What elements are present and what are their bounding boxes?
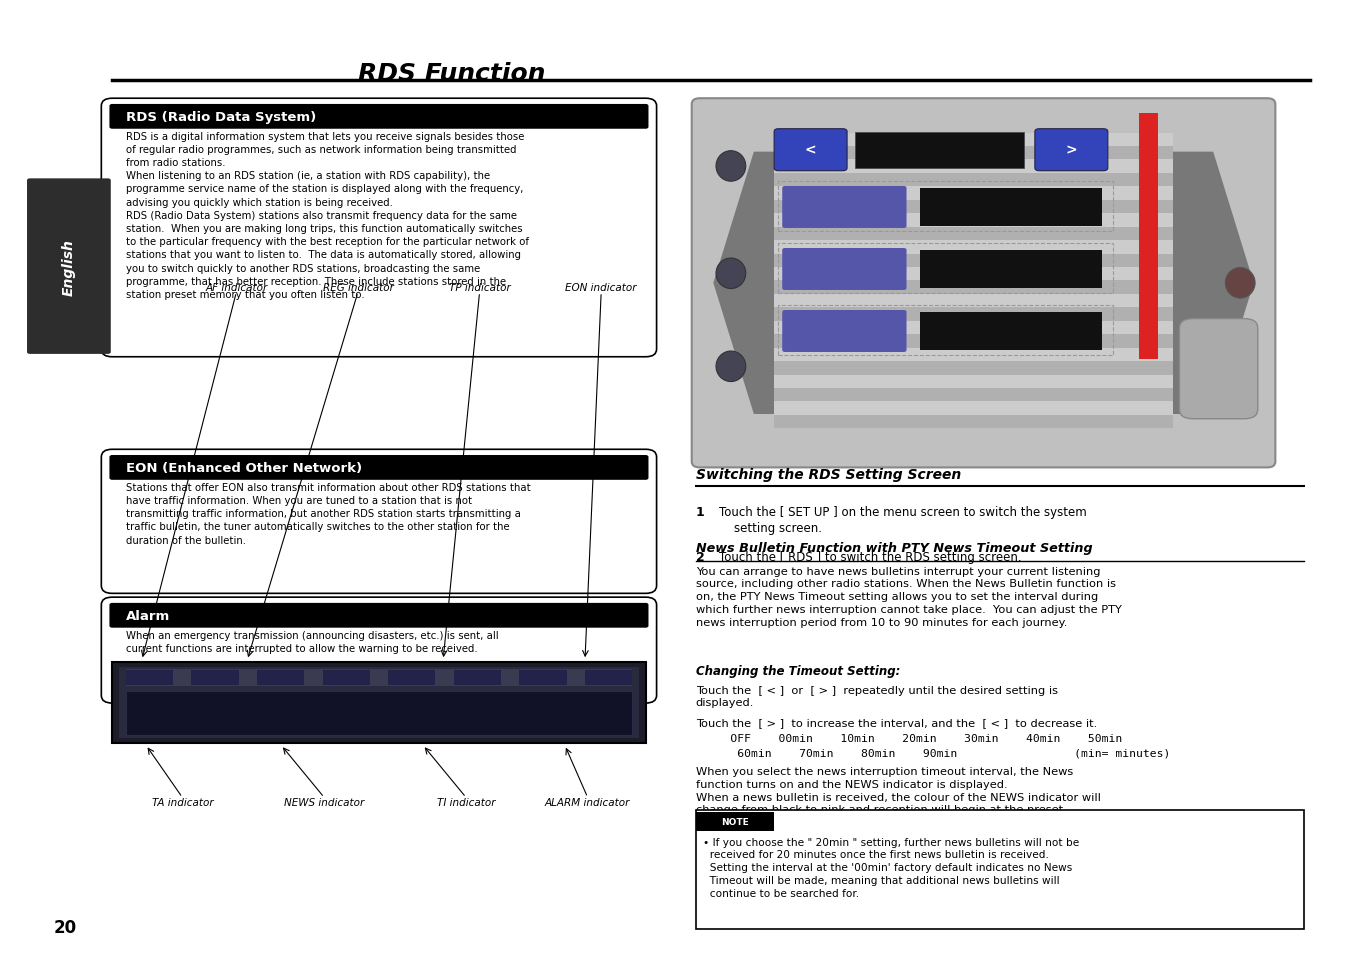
FancyBboxPatch shape: [1035, 130, 1108, 172]
Text: AF indicator: AF indicator: [205, 283, 267, 293]
Bar: [774, 268, 1173, 281]
Bar: [126, 691, 632, 736]
FancyBboxPatch shape: [692, 99, 1275, 468]
Bar: [774, 294, 1173, 308]
Bar: [774, 133, 1173, 147]
FancyBboxPatch shape: [101, 598, 657, 703]
Bar: [774, 362, 1173, 375]
FancyBboxPatch shape: [27, 179, 111, 355]
Bar: [855, 132, 1024, 169]
FancyBboxPatch shape: [101, 450, 657, 594]
Ellipse shape: [716, 352, 746, 382]
Ellipse shape: [716, 152, 746, 182]
Bar: [774, 228, 1173, 241]
Text: ALARM indicator: ALARM indicator: [544, 798, 631, 807]
FancyBboxPatch shape: [109, 603, 648, 628]
Text: Touch the  [ > ]  to increase the interval, and the  [ < ]  to decrease it.: Touch the [ > ] to increase the interval…: [696, 718, 1097, 727]
Bar: [1139, 113, 1158, 359]
Text: Changing the Timeout Setting:: Changing the Timeout Setting:: [696, 664, 900, 678]
Bar: [774, 335, 1173, 348]
Text: Touch the [ RDS ] to switch the RDS setting screen.: Touch the [ RDS ] to switch the RDS sett…: [719, 551, 1021, 564]
Bar: [774, 200, 1173, 214]
Bar: [126, 669, 632, 686]
Text: TA indicator: TA indicator: [151, 798, 213, 807]
Bar: [774, 348, 1173, 362]
Bar: [920, 189, 1102, 227]
Text: 1: 1: [696, 505, 704, 518]
Bar: [126, 670, 173, 685]
Text: EON (Enhanced Other Network): EON (Enhanced Other Network): [126, 461, 362, 475]
Bar: [696, 812, 774, 831]
Bar: [920, 251, 1102, 289]
Text: RDS Function: RDS Function: [358, 62, 546, 86]
Text: English: English: [62, 238, 76, 295]
Bar: [778, 244, 1113, 294]
Bar: [323, 670, 370, 685]
Polygon shape: [713, 152, 1254, 415]
Bar: [112, 662, 646, 743]
Bar: [774, 389, 1173, 402]
FancyBboxPatch shape: [782, 311, 907, 353]
Bar: [774, 241, 1173, 254]
Text: Switching the RDS Setting Screen: Switching the RDS Setting Screen: [696, 467, 961, 481]
Text: When you select the news interruption timeout interval, the News
function turns : When you select the news interruption ti…: [696, 766, 1101, 827]
Text: OFF    00min    10min    20min    30min    40min    50min: OFF 00min 10min 20min 30min 40min 50min: [696, 733, 1123, 742]
FancyBboxPatch shape: [774, 130, 847, 172]
Bar: [774, 416, 1173, 429]
FancyBboxPatch shape: [109, 456, 648, 480]
Bar: [774, 214, 1173, 228]
Bar: [454, 670, 501, 685]
Text: 60min    70min    80min    90min                 (min= minutes): 60min 70min 80min 90min (min= minutes): [696, 748, 1170, 758]
Bar: [774, 281, 1173, 294]
Bar: [920, 313, 1102, 351]
Bar: [585, 670, 632, 685]
Text: 2: 2: [696, 551, 704, 564]
Ellipse shape: [1225, 269, 1255, 299]
Text: RDS is a digital information system that lets you receive signals besides those
: RDS is a digital information system that…: [126, 132, 528, 300]
Text: REG indicator: REG indicator: [323, 283, 393, 293]
Bar: [519, 670, 566, 685]
Text: NEWS indicator: NEWS indicator: [284, 798, 365, 807]
FancyBboxPatch shape: [782, 249, 907, 291]
Text: RDS (Radio Data System): RDS (Radio Data System): [126, 111, 316, 124]
Text: >: >: [1066, 144, 1077, 157]
Bar: [774, 321, 1173, 335]
Text: NOTE: NOTE: [721, 817, 748, 826]
Bar: [388, 670, 435, 685]
Bar: [778, 306, 1113, 355]
Bar: [774, 375, 1173, 389]
FancyBboxPatch shape: [1179, 319, 1258, 419]
Bar: [119, 667, 639, 739]
Bar: [778, 182, 1113, 232]
Text: Touch the  [ < ]  or  [ > ]  repeatedly until the desired setting is
displayed.: Touch the [ < ] or [ > ] repeatedly unti…: [696, 685, 1058, 707]
Bar: [774, 187, 1173, 200]
Text: EON indicator: EON indicator: [566, 283, 636, 293]
Bar: [696, 810, 1304, 929]
Text: Stations that offer EON also transmit information about other RDS stations that
: Stations that offer EON also transmit in…: [126, 482, 531, 545]
Text: TP indicator: TP indicator: [449, 283, 511, 293]
Bar: [192, 670, 239, 685]
Text: <: <: [805, 144, 816, 157]
Bar: [774, 147, 1173, 160]
Text: TI indicator: TI indicator: [436, 798, 496, 807]
Text: You can arrange to have news bulletins interrupt your current listening
source, : You can arrange to have news bulletins i…: [696, 566, 1121, 627]
Text: News Bulletin Function with PTY News Timeout Setting: News Bulletin Function with PTY News Tim…: [696, 541, 1093, 555]
Bar: [774, 173, 1173, 187]
FancyBboxPatch shape: [101, 99, 657, 357]
Bar: [774, 160, 1173, 173]
FancyBboxPatch shape: [109, 105, 648, 130]
Bar: [774, 308, 1173, 321]
Text: • If you choose the " 20min " setting, further news bulletins will not be
  rece: • If you choose the " 20min " setting, f…: [703, 837, 1078, 898]
Bar: [774, 254, 1173, 268]
Bar: [257, 670, 304, 685]
Text: 20: 20: [54, 918, 77, 936]
Bar: [774, 402, 1173, 416]
Text: Alarm: Alarm: [126, 609, 170, 622]
Ellipse shape: [716, 259, 746, 290]
FancyBboxPatch shape: [782, 187, 907, 229]
Text: Touch the [ SET UP ] on the menu screen to switch the system
    setting screen.: Touch the [ SET UP ] on the menu screen …: [719, 505, 1086, 534]
Text: When an emergency transmission (announcing disasters, etc.) is sent, all
current: When an emergency transmission (announci…: [126, 630, 499, 653]
